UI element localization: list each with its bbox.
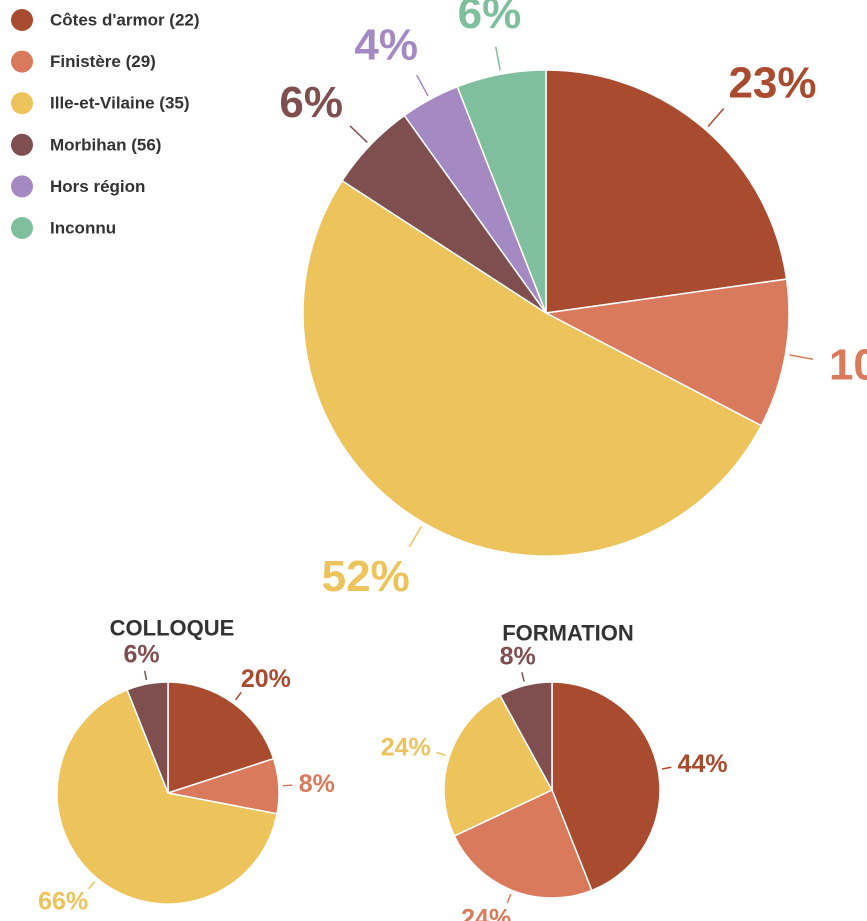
leader-line (789, 354, 814, 360)
pie-slice (498, 681, 553, 791)
pie-slice (302, 179, 763, 557)
leader-line (88, 881, 96, 890)
value-label: 6% (124, 640, 160, 668)
leader-line (349, 125, 368, 144)
leader-line (707, 108, 725, 128)
chart-title: FORMATION (502, 621, 634, 646)
legend-swatch (11, 217, 33, 239)
legend-label: Inconnu (50, 219, 116, 238)
pie-slice (443, 694, 554, 837)
value-label: 4% (354, 20, 418, 69)
value-label: 20% (241, 665, 291, 693)
value-label: 52% (322, 552, 410, 601)
value-label: 44% (678, 750, 728, 778)
legend-swatch (11, 9, 33, 31)
leader-line (143, 670, 148, 681)
legend-swatch (11, 92, 33, 115)
leader-line (494, 46, 501, 71)
pie-slice (56, 688, 278, 905)
pie-slice (551, 681, 661, 892)
pie-slice (167, 681, 275, 795)
pie-slice (545, 69, 788, 314)
legend-label: Côtes d'armor (22) (50, 11, 200, 30)
value-label: 8% (500, 642, 536, 670)
value-label: 66% (38, 888, 88, 916)
chart-title: COLLOQUE (110, 616, 235, 641)
value-label: 6% (458, 0, 522, 38)
legend-label: Morbihan (56) (50, 135, 161, 154)
pie-slice (126, 681, 169, 794)
legend-swatch (11, 175, 33, 198)
value-label: 24% (381, 733, 431, 761)
leader-line (234, 691, 242, 701)
leader-line (282, 784, 293, 787)
pie-slice (453, 788, 593, 899)
value-label: 8% (299, 770, 335, 798)
leader-line (521, 672, 525, 682)
legend-swatch (11, 50, 33, 73)
leader-line (506, 893, 512, 904)
pie-slice (543, 278, 790, 427)
legend-label: Ille-et-Vilaine (35) (50, 94, 190, 113)
leader-line (661, 766, 672, 770)
value-label: 10% (829, 340, 867, 389)
value-label: 23% (728, 58, 816, 107)
legend-label: Finistère (29) (50, 52, 156, 71)
legend-label: Hors région (50, 177, 145, 196)
leader-line (408, 525, 423, 548)
leader-line (416, 74, 429, 97)
leader-line (436, 751, 446, 757)
legend-swatch (11, 133, 33, 156)
value-label: 6% (279, 78, 343, 127)
pie-slice (456, 69, 547, 314)
value-label: 24% (461, 904, 511, 921)
